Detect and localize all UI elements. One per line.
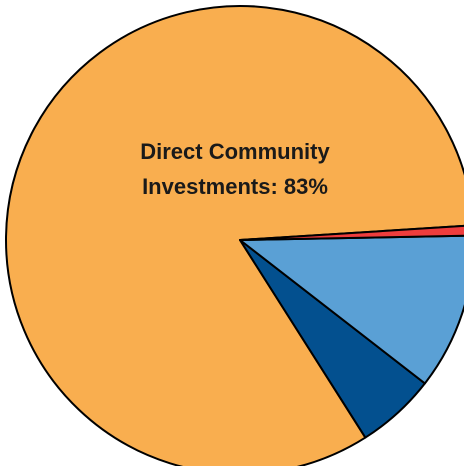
slice-label-line: Investments: 83%	[142, 174, 328, 199]
pie-slice-2	[239, 234, 464, 385]
pie-slice-3	[239, 224, 464, 241]
slice-label-direct-community-investments: Direct Community Investments: 83%	[140, 139, 330, 199]
pie-labels: Direct Community Investments: 83%	[140, 139, 330, 199]
slice-label-line: Direct Community	[140, 139, 330, 164]
pie-slice-0	[5, 5, 464, 466]
pie-slices	[5, 5, 464, 466]
